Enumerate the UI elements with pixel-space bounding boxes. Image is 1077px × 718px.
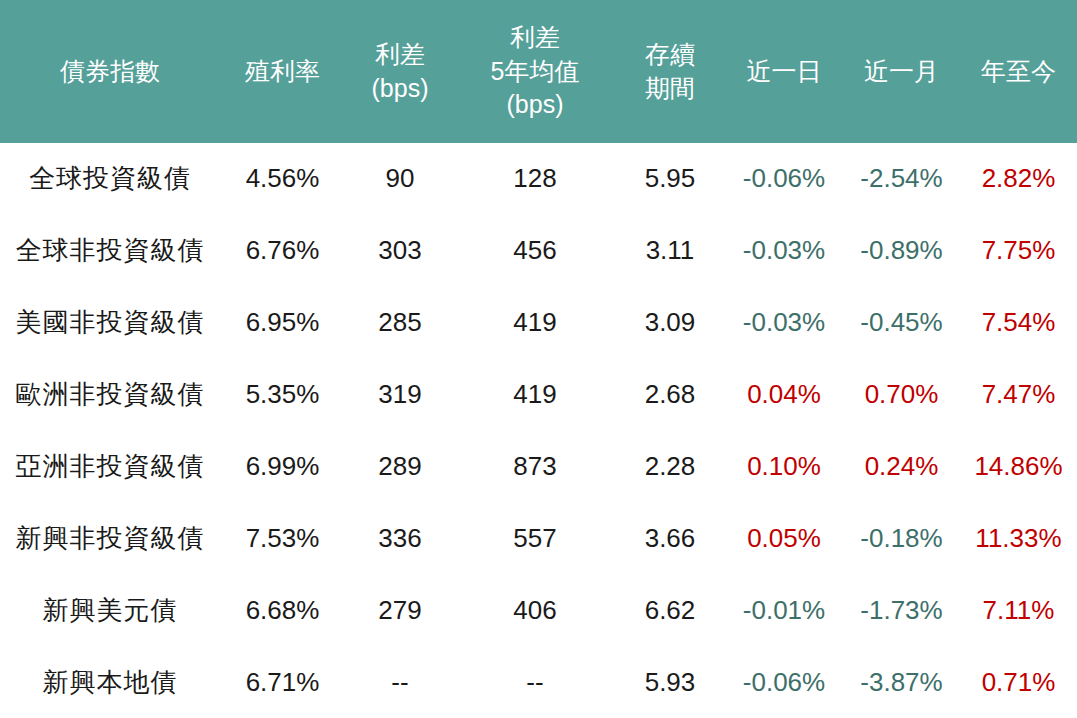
change-1d-cell: -0.01% [725,574,843,646]
spread-5y-cell: -- [455,646,615,718]
change-ytd-cell: 2.82% [960,143,1077,215]
change-1d-cell: 0.05% [725,502,843,574]
table-row: 新興非投資級債 7.53% 336 557 3.66 0.05% -0.18% … [0,502,1077,574]
bond-index-name: 歐洲非投資級債 [0,359,220,431]
change-1m-cell: 0.70% [843,359,960,431]
spread-cell: -- [345,646,455,718]
spread-cell: 289 [345,431,455,503]
bond-index-name: 美國非投資級債 [0,287,220,359]
spread-5y-cell: 419 [455,359,615,431]
spread-5y-cell: 456 [455,215,615,287]
table-row: 歐洲非投資級債 5.35% 319 419 2.68 0.04% 0.70% 7… [0,359,1077,431]
spread-cell: 319 [345,359,455,431]
yield-cell: 6.68% [220,574,345,646]
change-1m-cell: 0.24% [843,431,960,503]
change-ytd-cell: 14.86% [960,431,1077,503]
column-header-yield: 殖利率 [220,0,345,143]
yield-cell: 6.76% [220,215,345,287]
change-ytd-cell: 0.71% [960,646,1077,718]
table-row: 亞洲非投資級債 6.99% 289 873 2.28 0.10% 0.24% 1… [0,431,1077,503]
change-1d-cell: -0.03% [725,287,843,359]
duration-cell: 5.95 [615,143,725,215]
yield-cell: 5.35% [220,359,345,431]
change-ytd-cell: 7.11% [960,574,1077,646]
column-header-spread: 利差 (bps) [345,0,455,143]
change-1d-cell: -0.06% [725,143,843,215]
change-1m-cell: -2.54% [843,143,960,215]
spread-5y-cell: 557 [455,502,615,574]
spread-5y-cell: 419 [455,287,615,359]
table-row: 新興美元債 6.68% 279 406 6.62 -0.01% -1.73% 7… [0,574,1077,646]
change-1d-cell: 0.10% [725,431,843,503]
bond-index-name: 新興本地債 [0,646,220,718]
duration-cell: 3.66 [615,502,725,574]
change-1m-cell: -3.87% [843,646,960,718]
bond-index-summary-screen: 債券指數 殖利率 利差 (bps) 利差 5年均值 (bps) 存續 期間 近一… [0,0,1077,718]
yield-cell: 7.53% [220,502,345,574]
duration-cell: 2.28 [615,431,725,503]
duration-cell: 3.11 [615,215,725,287]
table-row: 新興本地債 6.71% -- -- 5.93 -0.06% -3.87% 0.7… [0,646,1077,718]
spread-cell: 90 [345,143,455,215]
change-1m-cell: -0.18% [843,502,960,574]
spread-5y-cell: 128 [455,143,615,215]
duration-cell: 3.09 [615,287,725,359]
change-ytd-cell: 7.47% [960,359,1077,431]
table-row: 全球投資級債 4.56% 90 128 5.95 -0.06% -2.54% 2… [0,143,1077,215]
spread-cell: 285 [345,287,455,359]
bond-index-table: 債券指數 殖利率 利差 (bps) 利差 5年均值 (bps) 存續 期間 近一… [0,0,1077,718]
change-ytd-cell: 7.75% [960,215,1077,287]
spread-cell: 303 [345,215,455,287]
table-row: 全球非投資級債 6.76% 303 456 3.11 -0.03% -0.89%… [0,215,1077,287]
change-1m-cell: -1.73% [843,574,960,646]
bond-index-name: 新興非投資級債 [0,502,220,574]
spread-cell: 336 [345,502,455,574]
change-1d-cell: -0.06% [725,646,843,718]
change-1m-cell: -0.89% [843,215,960,287]
duration-cell: 2.68 [615,359,725,431]
table-header-row: 債券指數 殖利率 利差 (bps) 利差 5年均值 (bps) 存續 期間 近一… [0,0,1077,143]
column-header-bond-index: 債券指數 [0,0,220,143]
change-1m-cell: -0.45% [843,287,960,359]
duration-cell: 6.62 [615,574,725,646]
column-header-spread-5y: 利差 5年均值 (bps) [455,0,615,143]
column-header-ytd-change: 年至今 [960,0,1077,143]
spread-cell: 279 [345,574,455,646]
column-header-1d-change: 近一日 [725,0,843,143]
bond-index-name: 全球非投資級債 [0,215,220,287]
change-ytd-cell: 11.33% [960,502,1077,574]
yield-cell: 6.71% [220,646,345,718]
table-row: 美國非投資級債 6.95% 285 419 3.09 -0.03% -0.45%… [0,287,1077,359]
bond-index-name: 全球投資級債 [0,143,220,215]
change-1d-cell: -0.03% [725,215,843,287]
yield-cell: 4.56% [220,143,345,215]
duration-cell: 5.93 [615,646,725,718]
spread-5y-cell: 406 [455,574,615,646]
yield-cell: 6.95% [220,287,345,359]
bond-index-name: 新興美元債 [0,574,220,646]
change-1d-cell: 0.04% [725,359,843,431]
column-header-1m-change: 近一月 [843,0,960,143]
change-ytd-cell: 7.54% [960,287,1077,359]
spread-5y-cell: 873 [455,431,615,503]
column-header-duration: 存續 期間 [615,0,725,143]
bond-index-name: 亞洲非投資級債 [0,431,220,503]
yield-cell: 6.99% [220,431,345,503]
